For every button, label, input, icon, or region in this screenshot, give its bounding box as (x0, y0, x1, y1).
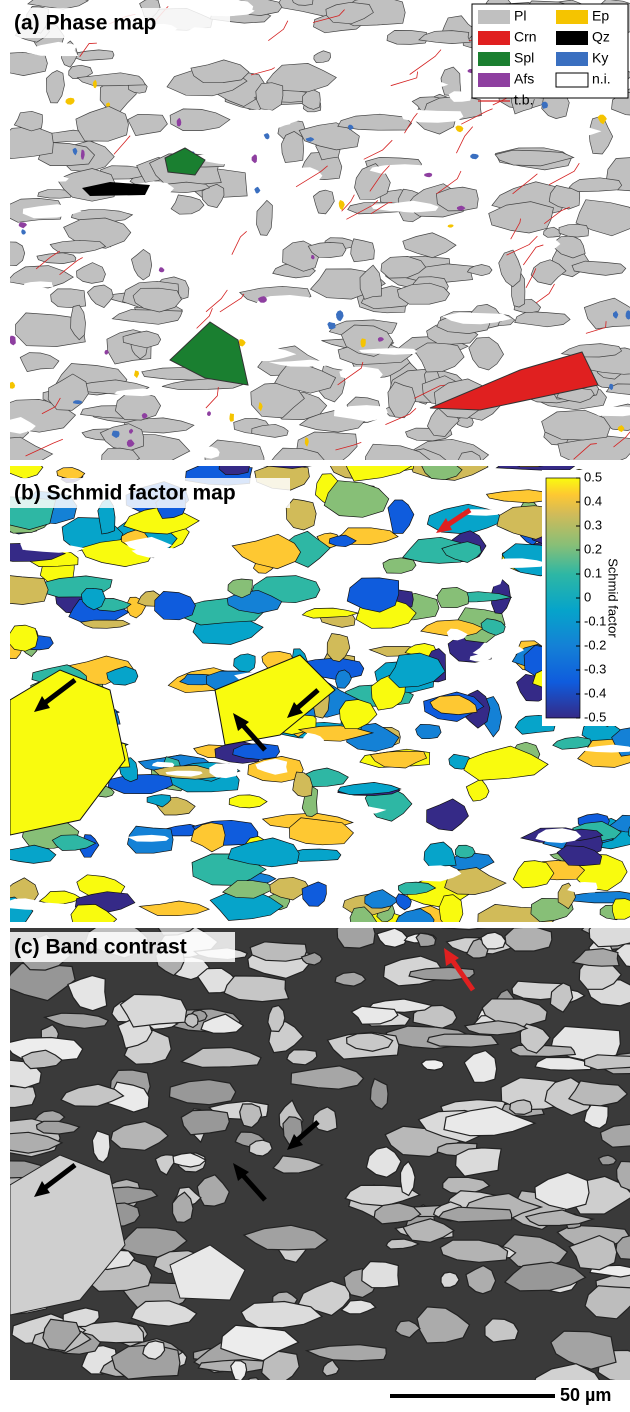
legend-label: Ep (592, 8, 609, 24)
grain (337, 918, 375, 948)
grain (0, 575, 48, 605)
grain (612, 899, 630, 920)
scale-bar-label: 50 µm (560, 1385, 611, 1405)
grain (102, 448, 140, 469)
legend-swatch (556, 52, 588, 66)
grain (416, 724, 442, 738)
minor-phase (229, 413, 234, 421)
legend-swatch (478, 31, 510, 45)
grain (427, 1034, 498, 1047)
grain (585, 1055, 630, 1070)
panel-label: (c) Band contrast (14, 936, 187, 959)
grain (589, 919, 630, 946)
colorbar-tick-label: -0.1 (584, 613, 606, 628)
grain (224, 976, 288, 1002)
grain (505, 927, 552, 951)
grain (120, 994, 186, 1027)
grain (296, 432, 357, 466)
band-contrast-map (0, 910, 630, 1402)
legend-label: Afs (514, 71, 534, 87)
legend-swatch (478, 52, 510, 66)
grain (439, 895, 463, 933)
legend-label: n.i. (592, 71, 611, 87)
grain (510, 1100, 532, 1115)
grain (256, 83, 283, 111)
colorbar-tick-label: -0.4 (584, 685, 606, 700)
colorbar-tick-label: 0 (584, 589, 591, 604)
grain (181, 1110, 229, 1135)
figure: (a) Phase map (b) Schmid factor map (c) … (0, 0, 630, 1412)
grain (115, 393, 160, 421)
panel-label: (b) Schmid factor map (14, 482, 236, 505)
legend-swatch (556, 73, 588, 87)
legend-swatch (478, 10, 510, 24)
grain (8, 625, 38, 651)
legend-label: Crn (514, 29, 537, 45)
legend-label: Ky (592, 50, 608, 66)
colorbar-tick-label: -0.5 (584, 709, 606, 724)
colorbar-label: Schmid factor (606, 558, 621, 638)
panel-label: (a) Phase map (14, 12, 156, 35)
legend-swatch (478, 73, 510, 87)
colorbar-tick-label: -0.2 (584, 637, 606, 652)
grain (0, 127, 53, 159)
colorbar (546, 478, 580, 718)
legend-label: t.b. (514, 92, 533, 108)
grain (455, 845, 475, 858)
page: (a) Phase map (b) Schmid factor map (c) … (0, 0, 630, 1412)
grain (0, 1086, 36, 1108)
grain (362, 1262, 399, 1288)
colorbar-tick-label: 0.5 (584, 469, 602, 484)
legend-label: Qz (592, 29, 610, 45)
colorbar-tick-label: 0.2 (584, 541, 602, 556)
legend-swatch (556, 31, 588, 45)
grain (497, 461, 576, 471)
legend-label: Spl (514, 50, 534, 66)
grain (351, 239, 375, 262)
colorbar-tick-label: 0.3 (584, 517, 602, 532)
colorbar-tick-label: 0.1 (584, 565, 602, 580)
pore (593, 407, 630, 417)
legend-label: Pl (514, 8, 526, 24)
colorbar-tick-label: 0.4 (584, 493, 602, 508)
grain (0, 52, 47, 75)
grain (51, 289, 86, 308)
legend-swatch (556, 10, 588, 24)
grain (247, 1378, 265, 1400)
colorbar-tick-label: -0.3 (584, 661, 606, 676)
grain (438, 587, 469, 607)
